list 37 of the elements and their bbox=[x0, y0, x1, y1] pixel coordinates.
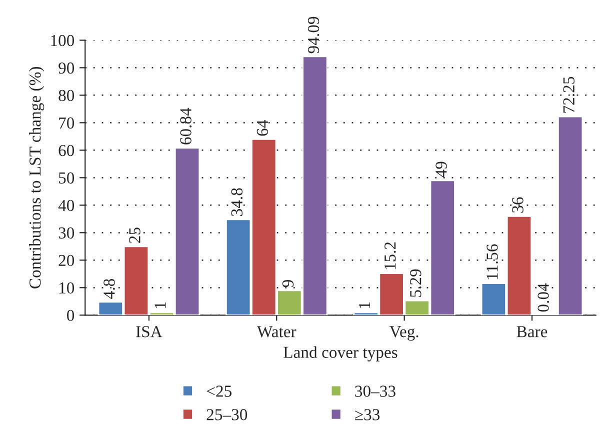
y-tick-label: 90 bbox=[58, 62, 74, 74]
data-label: 94.09 bbox=[308, 16, 320, 54]
x-tick-label: Veg. bbox=[389, 326, 418, 341]
data-label: 5.29 bbox=[410, 269, 422, 297]
legend-label: 30–33 bbox=[355, 386, 396, 397]
legend-label: 25–30 bbox=[206, 409, 248, 420]
x-tick-label: Water bbox=[256, 326, 296, 338]
data-label: 11.56 bbox=[486, 244, 498, 280]
y-tick-label: 70 bbox=[59, 117, 74, 129]
data-label: 9 bbox=[282, 280, 294, 288]
y-tick-label: 0 bbox=[67, 310, 74, 322]
data-label: 1 bbox=[154, 302, 166, 308]
data-label: 1 bbox=[359, 302, 370, 308]
y-tick-label: 10 bbox=[60, 282, 74, 294]
y-axis-title: Contributions to LST change (%) bbox=[28, 67, 44, 288]
data-label: 60.84 bbox=[180, 108, 192, 144]
y-tick-label: 40 bbox=[58, 200, 74, 212]
y-tick-label: 80 bbox=[58, 90, 74, 102]
data-label: 36 bbox=[512, 197, 524, 213]
y-tick-label: 100 bbox=[51, 34, 74, 46]
legend-label: ≥33 bbox=[355, 409, 380, 420]
data-label: 49 bbox=[436, 162, 447, 178]
data-label: 34.8 bbox=[231, 188, 243, 216]
y-tick-label: 60 bbox=[58, 144, 74, 156]
data-label: 4.8 bbox=[104, 278, 115, 299]
y-tick-label: 20 bbox=[58, 254, 74, 266]
x-tick-label: ISA bbox=[136, 326, 162, 338]
data-label: 72.25 bbox=[563, 76, 575, 113]
y-tick-label: 50 bbox=[59, 172, 74, 184]
data-label: 15.2 bbox=[384, 242, 396, 270]
y-tick-label: 30 bbox=[58, 227, 74, 239]
x-tick-label: Bare bbox=[516, 326, 548, 338]
data-label: 0.04 bbox=[538, 283, 550, 312]
legend-label: <25 bbox=[206, 386, 232, 397]
x-axis-title: Land cover types bbox=[284, 346, 398, 362]
data-label: 25 bbox=[129, 228, 140, 243]
data-label: 64 bbox=[256, 120, 268, 136]
